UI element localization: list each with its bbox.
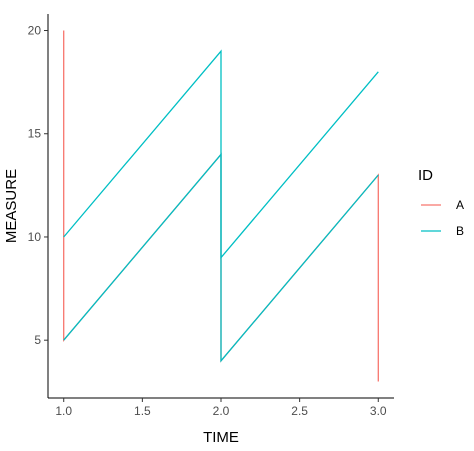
y-axis-ticks: 5 10 15 20 <box>28 24 48 347</box>
legend-title: ID <box>418 167 433 184</box>
legend-label-a: A <box>456 198 464 212</box>
y-axis-title: MEASURE <box>3 169 20 243</box>
legend-items: AB <box>421 198 464 238</box>
x-tick-label: 2.5 <box>291 404 308 418</box>
y-tick-label: 10 <box>28 230 42 244</box>
legend-label-b: B <box>456 224 464 238</box>
x-axis-ticks: 1.0 1.5 2.0 2.5 3.0 <box>55 398 387 418</box>
y-tick-label: 5 <box>34 333 41 347</box>
x-tick-label: 1.5 <box>134 404 151 418</box>
series-line-b <box>63 152 379 363</box>
x-tick-label: 2.0 <box>213 404 230 418</box>
y-tick-label: 20 <box>28 24 42 38</box>
y-tick-label: 15 <box>28 127 42 141</box>
x-tick-label: 1.0 <box>55 404 72 418</box>
x-tick-label: 3.0 <box>370 404 387 418</box>
plot-lines <box>63 30 379 382</box>
legend: ID AB <box>418 167 464 238</box>
x-axis-title: TIME <box>203 429 239 446</box>
